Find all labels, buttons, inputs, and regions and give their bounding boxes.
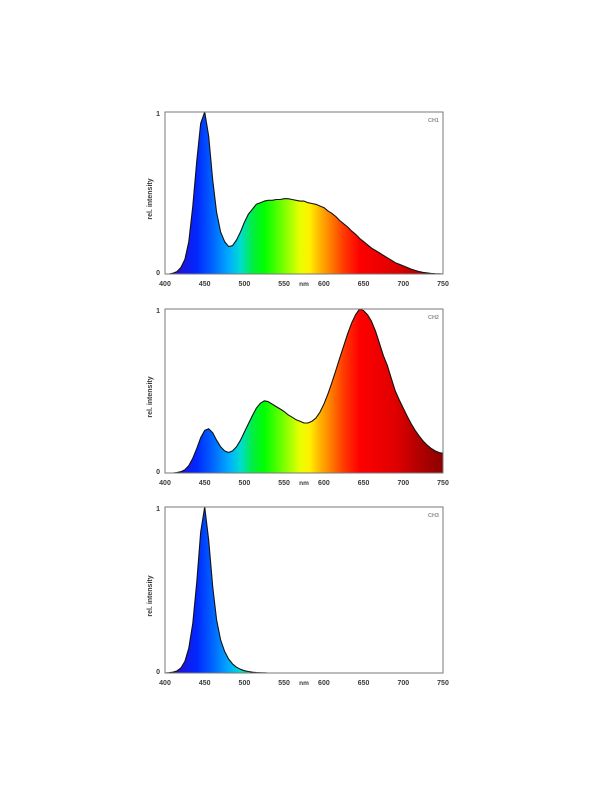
ch2-x-tick-700: 700 <box>397 480 409 487</box>
ch1-plot-box <box>164 111 444 275</box>
ch2-x-tick-600: 600 <box>318 480 330 487</box>
ch2-y-tick-max: 1 <box>156 308 160 315</box>
ch3-y-tick-max: 1 <box>156 506 160 513</box>
ch1-channel-label: CH1 <box>428 118 439 124</box>
ch3-x-tick-600: 600 <box>318 680 330 687</box>
ch1-spectrum-curve <box>165 111 444 275</box>
ch2-y-tick-min: 0 <box>156 469 160 476</box>
ch2-spectrum-area <box>165 309 443 473</box>
ch2-x-tick-550: 550 <box>278 480 290 487</box>
ch1-x-tick-650: 650 <box>358 281 370 288</box>
ch2-spectrum-curve <box>165 308 444 474</box>
ch3-x-tick-550: 550 <box>278 680 290 687</box>
ch2-x-tick-450: 450 <box>199 480 211 487</box>
ch1-y-tick-max: 1 <box>156 111 160 118</box>
ch3-x-tick-750: 750 <box>437 680 449 687</box>
ch2-x-tick-750: 750 <box>437 480 449 487</box>
ch2-x-tick-500: 500 <box>239 480 251 487</box>
ch1-x-tick-550: 550 <box>278 281 290 288</box>
ch3-x-tick-700: 700 <box>397 680 409 687</box>
ch1-x-tick-400: 400 <box>159 281 171 288</box>
ch1-y-axis-label: rel. intensity <box>147 178 154 219</box>
ch3-x-unit-label: nm <box>299 680 309 687</box>
chart-ch3: 1 0 400 450 500 550 600 650 700 750 nm rel. intensi… <box>147 506 449 687</box>
chart-ch2: 1 0 400 450 500 550 600 650 700 750 nm rel. intensi… <box>147 308 449 487</box>
ch3-y-axis-label: rel. intensity <box>147 575 154 616</box>
ch1-x-tick-750: 750 <box>437 281 449 288</box>
chart-ch1: 1 0 400 450 500 550 600 650 700 750 nm rel. intensi… <box>147 111 449 288</box>
ch3-x-tick-500: 500 <box>239 680 251 687</box>
ch1-x-tick-450: 450 <box>199 281 211 288</box>
ch1-spectrum-area <box>165 112 443 274</box>
ch3-y-tick-min: 0 <box>156 669 160 676</box>
ch1-x-tick-700: 700 <box>397 281 409 288</box>
ch3-x-tick-400: 400 <box>159 680 171 687</box>
ch2-plot-box <box>164 308 444 474</box>
ch2-channel-label: CH2 <box>428 315 439 321</box>
ch3-plot-box <box>164 506 444 674</box>
ch1-x-unit-label: nm <box>299 281 309 288</box>
ch2-x-tick-650: 650 <box>358 480 370 487</box>
ch1-x-tick-600: 600 <box>318 281 330 288</box>
ch2-x-tick-400: 400 <box>159 480 171 487</box>
ch2-x-unit-label: nm <box>299 480 309 487</box>
ch3-x-tick-450: 450 <box>199 680 211 687</box>
ch1-x-tick-500: 500 <box>239 281 251 288</box>
ch2-y-axis-label: rel. intensity <box>147 376 154 417</box>
ch3-x-tick-650: 650 <box>358 680 370 687</box>
ch1-y-tick-min: 0 <box>156 270 160 277</box>
ch3-spectrum-area <box>165 507 443 673</box>
ch3-channel-label: CH3 <box>428 513 439 519</box>
